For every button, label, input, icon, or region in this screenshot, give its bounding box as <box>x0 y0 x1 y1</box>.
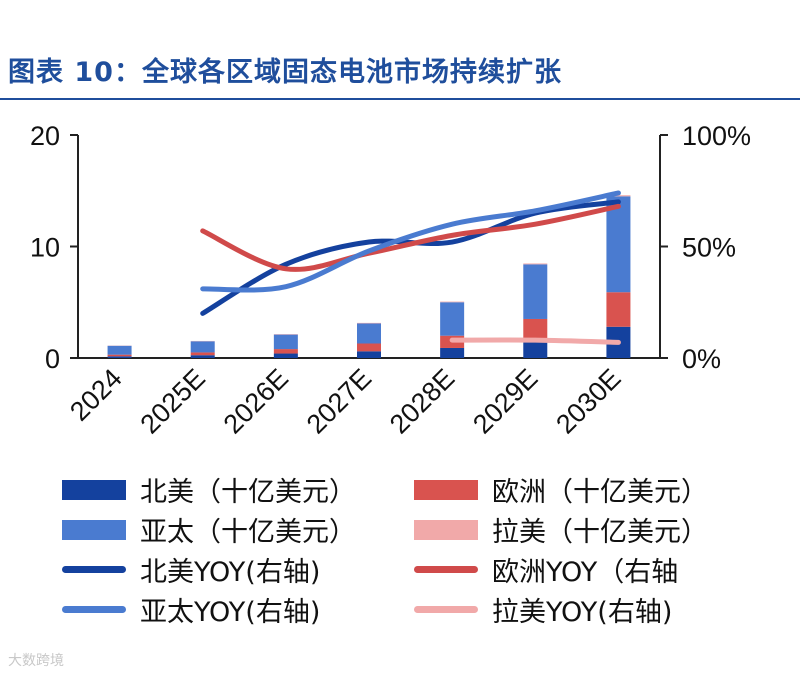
bar-segment <box>273 334 298 350</box>
bar-segment <box>606 196 631 293</box>
legend-swatch <box>62 566 126 573</box>
legend-swatch <box>62 606 126 613</box>
legend-swatch <box>62 479 126 500</box>
legend-item: 欧洲（十亿美元） <box>414 470 708 509</box>
bar-segment <box>357 351 381 358</box>
legend-item: 北美YOY(右轴) <box>62 550 320 589</box>
legend-label: 拉美YOY(右轴) <box>492 597 673 628</box>
bar-segment <box>440 347 465 358</box>
bar-segment <box>440 302 465 336</box>
left-tick-label: 10 <box>30 233 60 263</box>
right-tick-label: 50% <box>682 233 736 263</box>
bar-segment <box>190 355 215 358</box>
bar-segment <box>606 195 631 197</box>
title-divider <box>0 98 800 100</box>
yoy-line <box>200 190 621 293</box>
legend-item: 亚太（十亿美元） <box>62 510 356 549</box>
legend-label: 欧洲（十亿美元） <box>492 477 708 508</box>
legend-label: 拉美（十亿美元） <box>492 517 708 548</box>
legend-label: 北美（十亿美元） <box>140 477 356 508</box>
bar-segment <box>190 341 215 353</box>
legend-item: 北美（十亿美元） <box>62 470 356 509</box>
page-title: 图表 10：全球各区域固态电池市场持续扩张 <box>8 57 562 88</box>
yoy-line <box>449 337 621 345</box>
legend-swatch <box>414 479 478 500</box>
legend-item: 拉美YOY(右轴) <box>414 590 672 629</box>
legend-item: 亚太YOY(右轴) <box>62 590 320 629</box>
legend-swatch <box>414 519 478 540</box>
bar-segment <box>523 263 548 265</box>
left-tick-label: 0 <box>45 344 60 374</box>
bar-segment <box>273 349 298 354</box>
bar-segment <box>107 345 132 355</box>
bar-segment <box>357 323 381 344</box>
bar-segment <box>107 356 132 358</box>
bar-segment <box>190 352 215 356</box>
legend-swatch <box>62 519 126 540</box>
right-tick-label: 100% <box>682 121 751 151</box>
left-tick-label: 20 <box>30 121 60 151</box>
legend-item: 拉美（十亿美元） <box>414 510 708 549</box>
bar-segment <box>523 264 548 319</box>
legend-label: 亚太（十亿美元） <box>140 517 356 548</box>
bar-segment <box>107 354 132 357</box>
legend-swatch <box>414 566 478 573</box>
legend-item: 欧洲YOY（右轴 <box>414 550 678 589</box>
bar-segment <box>440 301 465 303</box>
bar-segment <box>523 318 548 342</box>
bar-segment <box>523 341 548 358</box>
bar-segment <box>357 322 381 324</box>
watermark: 大数跨境 <box>8 653 64 669</box>
legend-swatch <box>414 606 478 613</box>
bar-segment <box>273 353 298 358</box>
legend-label: 亚太YOY(右轴) <box>140 597 321 628</box>
bar-segment <box>357 343 381 352</box>
bar-segment <box>606 292 631 327</box>
right-tick-label: 0% <box>682 344 721 374</box>
legend-label: 欧洲YOY（右轴 <box>492 557 679 588</box>
legend-label: 北美YOY(右轴) <box>140 557 321 588</box>
yoy-line <box>200 203 621 272</box>
